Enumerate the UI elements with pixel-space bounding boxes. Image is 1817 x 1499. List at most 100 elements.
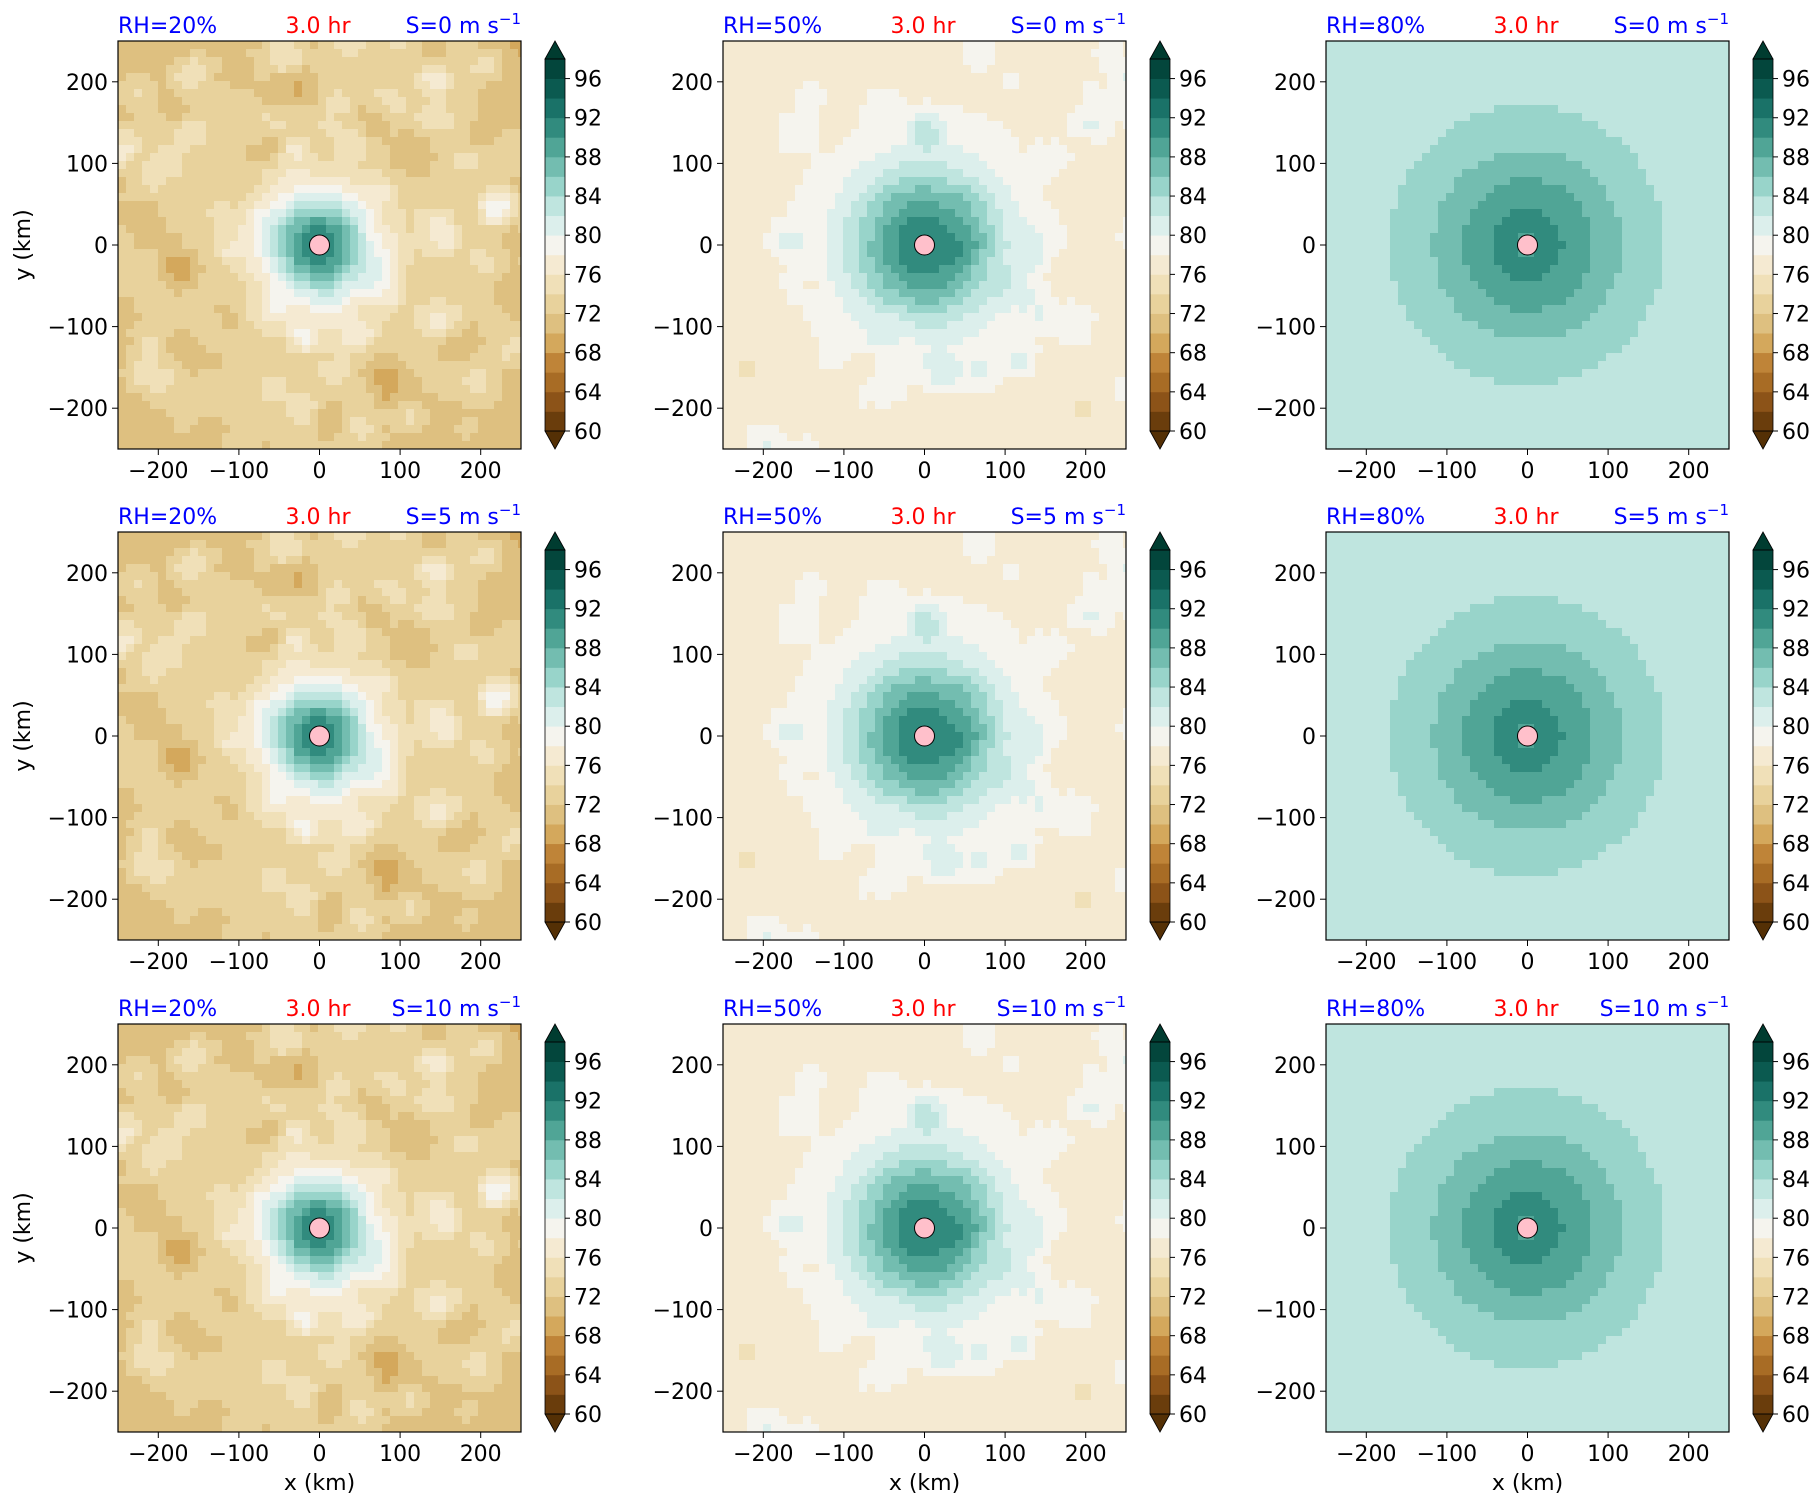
- colorbar-tick-label: 72: [1179, 1286, 1207, 1311]
- colorbar-tick-label: 72: [1179, 794, 1207, 819]
- x-tick-label: 100: [379, 1442, 421, 1467]
- x-tick-label: 200: [460, 459, 502, 484]
- y-tick-label: −200: [1256, 888, 1316, 913]
- colorbar-tick-label: 64: [574, 381, 602, 406]
- panel-6: −200 −100 0 100 200 200 100 0 −100 −200 RH=80% 3.0 …: [1256, 501, 1810, 975]
- y-tick-label: 100: [1274, 1135, 1316, 1160]
- moisture-field: [723, 532, 1126, 940]
- colorbar-tick-label: 76: [574, 754, 602, 779]
- colorbar-tick-label: 80: [574, 715, 602, 740]
- shear-label: S=10 m s−1: [997, 993, 1126, 1022]
- y-tick-label: 200: [66, 1054, 108, 1079]
- colorbar-tick-label: 80: [574, 224, 602, 249]
- colorbar-tick-label: 64: [574, 1364, 602, 1389]
- x-axis-label: x (km): [284, 1471, 355, 1496]
- colorbar-tick-label: 72: [574, 303, 602, 328]
- colorbar-tick-label: 96: [1179, 559, 1207, 584]
- y-tick-label: −100: [653, 1299, 713, 1324]
- moisture-field: [1326, 1024, 1729, 1432]
- y-axis-label: y (km): [11, 209, 36, 280]
- x-tick-label: 200: [1065, 1442, 1107, 1467]
- colorbar-tick-label: 92: [1179, 1090, 1207, 1115]
- colorbar-tick-label: 76: [1782, 754, 1810, 779]
- colorbar-tick-label: 88: [1179, 146, 1207, 171]
- shear-label: S=10 m s−1: [1600, 993, 1729, 1022]
- time-label: 3.0 hr: [286, 14, 352, 39]
- colorbar-tick-label: 68: [574, 342, 602, 367]
- shear-label: S=10 m s−1: [392, 993, 521, 1022]
- colorbar-tick-label: 92: [574, 1090, 602, 1115]
- colorbar-tick-label: 84: [574, 676, 602, 701]
- x-tick-label: 200: [1065, 459, 1107, 484]
- y-tick-label: 100: [66, 643, 108, 668]
- colorbar-tick-label: 80: [1782, 715, 1810, 740]
- x-tick-label: 0: [918, 1442, 932, 1467]
- colorbar-tick-label: 88: [1179, 637, 1207, 662]
- colorbar-tick-label: 92: [1782, 1090, 1810, 1115]
- rh-label: RH=50%: [723, 505, 822, 530]
- colorbar-tick-label: 60: [1782, 420, 1810, 445]
- y-tick-label: 0: [1302, 725, 1316, 750]
- x-tick-label: 0: [1521, 1442, 1535, 1467]
- colorbar-tick-label: 68: [1179, 1325, 1207, 1350]
- colorbar-tick-label: 80: [1179, 715, 1207, 740]
- x-tick-label: 0: [918, 459, 932, 484]
- y-tick-label: −100: [1256, 316, 1316, 341]
- x-tick-label: 0: [313, 950, 327, 975]
- x-tick-label: −200: [733, 1442, 793, 1467]
- colorbar-tick-label: 76: [1179, 263, 1207, 288]
- rh-label: RH=80%: [1326, 14, 1425, 39]
- y-tick-label: 100: [66, 152, 108, 177]
- moisture-field: [118, 532, 521, 940]
- colorbar-tick-label: 60: [1179, 420, 1207, 445]
- x-tick-label: 0: [313, 459, 327, 484]
- x-tick-label: −100: [1417, 1442, 1477, 1467]
- y-tick-label: 200: [671, 1054, 713, 1079]
- colorbar-tick-label: 60: [574, 911, 602, 936]
- colorbar-tick-label: 64: [574, 872, 602, 897]
- y-tick-label: −200: [48, 1380, 108, 1405]
- x-tick-label: −200: [733, 950, 793, 975]
- colorbar-tick-label: 76: [574, 1246, 602, 1271]
- colorbar-tick-label: 68: [574, 833, 602, 858]
- colorbar-tick-label: 72: [1179, 303, 1207, 328]
- colorbar-tick-label: 60: [1179, 911, 1207, 936]
- colorbar: 96 92 88 84 80 76 72 68 64 60: [1752, 531, 1810, 941]
- time-label: 3.0 hr: [1494, 14, 1560, 39]
- colorbar-tick-label: 88: [1782, 1129, 1810, 1154]
- x-tick-label: −200: [1336, 459, 1396, 484]
- x-tick-label: 200: [460, 1442, 502, 1467]
- x-tick-label: 200: [460, 950, 502, 975]
- colorbar-tick-label: 68: [1179, 342, 1207, 367]
- colorbar-tick-label: 96: [1782, 559, 1810, 584]
- colorbar-tick-label: 96: [1179, 68, 1207, 93]
- y-axis-label: y (km): [11, 700, 36, 771]
- colorbar-tick-label: 96: [574, 559, 602, 584]
- colorbar-tick-label: 60: [574, 1403, 602, 1428]
- panel-4: −200 −100 0 100 200 200 100 0 −100 −200 RH=20% 3.0 …: [11, 501, 602, 975]
- y-tick-label: 0: [94, 1217, 108, 1242]
- colorbar-tick-label: 64: [1179, 872, 1207, 897]
- colorbar-tick-label: 92: [1179, 107, 1207, 132]
- y-tick-label: −100: [1256, 1299, 1316, 1324]
- y-tick-label: −100: [48, 316, 108, 341]
- panel-9: −200 −100 0 100 200 200 100 0 −100 −200 RH=80% 3.0 …: [1256, 993, 1810, 1496]
- colorbar-tick-label: 60: [1179, 1403, 1207, 1428]
- x-tick-label: 0: [918, 950, 932, 975]
- x-tick-label: 100: [984, 459, 1026, 484]
- colorbar-tick-label: 72: [1782, 1286, 1810, 1311]
- x-tick-label: 0: [1521, 459, 1535, 484]
- colorbar-tick-label: 80: [574, 1207, 602, 1232]
- x-tick-label: −200: [128, 1442, 188, 1467]
- x-axis-label: x (km): [1492, 1471, 1563, 1496]
- colorbar-tick-label: 92: [574, 107, 602, 132]
- y-tick-label: −200: [653, 888, 713, 913]
- y-tick-label: −200: [653, 397, 713, 422]
- x-tick-label: −200: [1336, 950, 1396, 975]
- y-tick-label: 100: [66, 1135, 108, 1160]
- y-tick-label: 0: [94, 725, 108, 750]
- x-tick-label: 200: [1065, 950, 1107, 975]
- y-tick-label: −100: [653, 807, 713, 832]
- colorbar-tick-label: 84: [574, 185, 602, 210]
